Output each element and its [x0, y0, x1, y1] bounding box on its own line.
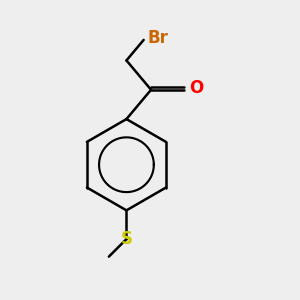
Text: Br: Br — [147, 29, 168, 47]
Text: S: S — [120, 230, 132, 248]
Text: O: O — [189, 79, 203, 97]
